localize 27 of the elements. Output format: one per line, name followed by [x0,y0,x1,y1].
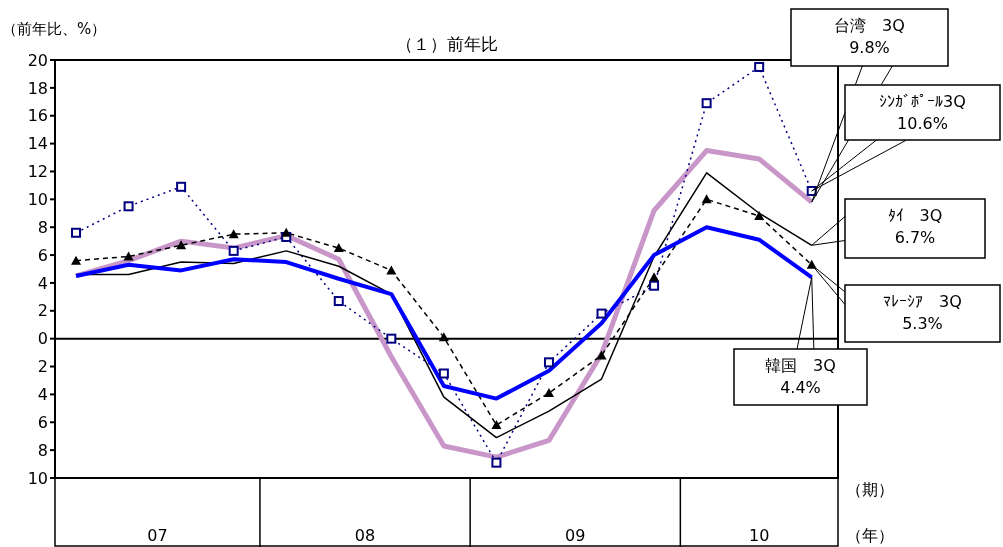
text: （年） [846,526,894,545]
y-tick-label: 2 [37,301,48,321]
y-tick-label: 10 [27,468,48,488]
text: 10 [748,526,770,545]
y-axis-title: （前年比、%） [2,20,107,38]
y-tick-label: 2 [37,357,48,377]
y-tick-label: 8 [37,440,48,460]
annotation: 韓国 3Q 4.4% [765,356,836,397]
y-tick-label: 16 [27,106,48,126]
y-tick-label: 6 [37,412,48,432]
y-tick-label: 4 [37,273,48,293]
y-tick-label: 4 [37,385,48,405]
chart-title: （１）前年比 [395,34,498,54]
y-tick-label: 8 [37,217,48,237]
y-tick-label: 14 [27,134,48,154]
x-axis-title: （期） [846,480,894,499]
text: 09 [565,526,586,545]
text: 08 [354,526,376,545]
y-tick-label: 18 [27,78,48,98]
y-tick-label: 6 [37,245,48,265]
y-tick-label: 0 [37,329,48,349]
callout-box: 韓国 3Q 4.4% [733,276,868,406]
text: 07 [147,526,168,545]
y-tick-label: 12 [27,162,48,182]
y-tick-label: 10 [27,190,48,210]
y-tick-label: 20 [27,50,48,70]
callout-box: ｼﾝｶﾞﾎﾟｰﾙ3Q 10.6% [811,84,1001,192]
